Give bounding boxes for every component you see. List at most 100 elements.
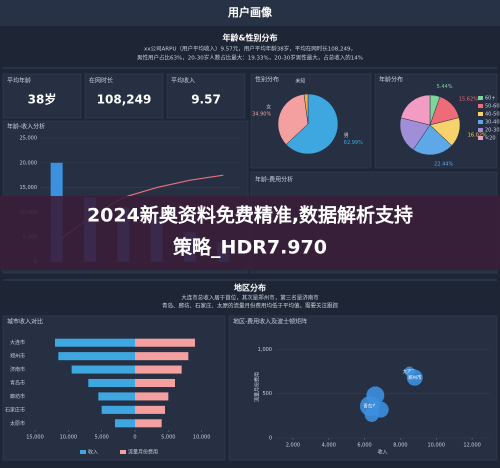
pie-slice xyxy=(277,93,309,145)
bar xyxy=(115,419,135,428)
kpi-card xyxy=(84,73,164,119)
bubble xyxy=(364,407,379,422)
overlay-band xyxy=(0,196,500,270)
legend-label: 60+ xyxy=(485,96,496,102)
x-tick-label: 2,000 xyxy=(286,443,300,449)
bar xyxy=(135,405,165,414)
value-label: 15.62% xyxy=(459,96,478,102)
legend-label: <20 xyxy=(485,136,496,142)
chart-title: 年龄分布 xyxy=(379,76,403,84)
kpi-label: 平均收入 xyxy=(171,77,195,85)
pie-slice xyxy=(285,93,339,155)
pie-slice xyxy=(412,124,453,156)
y-tick-label: 15,000 xyxy=(20,185,38,191)
point-label: 青岛市 xyxy=(363,403,377,410)
legend-swatch xyxy=(478,96,483,100)
legend-label: 流量月份费用 xyxy=(128,449,158,456)
bubble xyxy=(406,369,423,386)
legend-label: 20-30 xyxy=(485,128,500,134)
legend-label: 收入 xyxy=(88,449,98,456)
bar xyxy=(101,405,135,414)
header-bar xyxy=(0,0,500,26)
legend-swatch xyxy=(80,450,86,454)
category-label: 青岛市 xyxy=(10,380,25,387)
legend-label: 50-60 xyxy=(485,104,500,110)
category-label: 太原市 xyxy=(10,420,25,427)
value-label: 16.02% xyxy=(468,132,487,138)
point-label: 大连市 xyxy=(403,368,417,375)
kpi-label: 平均年龄 xyxy=(7,77,31,85)
pie-slice xyxy=(400,94,431,126)
slice-label: 未知 xyxy=(295,78,305,85)
bar xyxy=(135,365,182,374)
bar xyxy=(88,378,135,388)
y-axis-label: 流量月份费用 xyxy=(254,372,261,402)
bar xyxy=(135,378,175,388)
category-label: 大连市 xyxy=(10,339,25,346)
bar xyxy=(71,365,135,374)
bar xyxy=(135,392,169,401)
legend-swatch xyxy=(478,112,483,116)
value-label: 34.90% xyxy=(252,111,271,117)
bar xyxy=(98,392,135,401)
legend-swatch xyxy=(120,450,126,454)
x-tick-label: 0 xyxy=(133,435,136,441)
bar xyxy=(135,352,189,361)
category-label: 石家庄市 xyxy=(5,406,25,413)
x-tick-label: 5,000 xyxy=(161,435,175,441)
value-label: 62.99% xyxy=(344,140,363,146)
chart-title: 城市收入对比 xyxy=(7,318,43,326)
panel-title: 年龄-费用分析 xyxy=(255,176,293,184)
x-tick-label: 5,000 xyxy=(95,435,109,441)
legend-swatch xyxy=(478,120,483,124)
bar xyxy=(55,338,135,347)
page-title: 用户画像 xyxy=(228,5,273,19)
x-tick-label: 8,000 xyxy=(393,443,407,449)
kpi-label: 在网时长 xyxy=(89,77,113,85)
panel xyxy=(228,315,498,461)
value-label: 22.44% xyxy=(434,161,453,167)
x-axis-label: 收入 xyxy=(377,449,387,456)
y-tick-label: 1,000 xyxy=(258,347,272,353)
legend-swatch xyxy=(478,128,483,132)
chart-title: 年龄-收入分析 xyxy=(7,123,45,131)
kpi-value: 9.57 xyxy=(191,93,221,107)
slice-label: 女 xyxy=(266,103,271,110)
kpi-card xyxy=(2,73,82,119)
x-tick-label: 4,000 xyxy=(322,443,336,449)
kpi-value: 38岁 xyxy=(28,92,57,107)
kpi-value: 108,249 xyxy=(97,93,152,107)
section-text: 大连市总收入居于首位，其次是郑州市，第三名是济南市 xyxy=(181,294,319,302)
section-title: 地区分布 xyxy=(234,283,266,293)
overlay-text: 2024新奥资料免费精准,数据解析支持 xyxy=(87,204,413,227)
x-tick-label: 12,000 xyxy=(463,443,481,449)
category-label: 郑州市 xyxy=(10,353,25,360)
category-label: 廊坊市 xyxy=(10,393,25,400)
bar xyxy=(135,338,195,347)
overlay-text: 策略_HDR7.970 xyxy=(173,236,327,259)
section-title: 年龄&性别分布 xyxy=(223,33,278,43)
slice-label: 男 xyxy=(344,133,349,139)
x-tick-label: 10,000 xyxy=(428,443,446,449)
x-tick-label: 15,000 xyxy=(26,435,44,441)
section-text: 青岛、廊坊、石家庄、太原的流量月份费用均低于平均值，需要关注跟踪 xyxy=(162,302,339,310)
bar xyxy=(58,352,136,361)
legend-swatch xyxy=(478,104,483,108)
x-tick-label: 10,000 xyxy=(193,435,211,441)
legend-swatch xyxy=(478,136,483,140)
y-tick-label: 500 xyxy=(262,391,272,397)
section-text: xx公司ARPU（用户平均收入）9.57元，用户平均年龄38岁，平均在网时长10… xyxy=(144,45,356,53)
value-label: 5.44% xyxy=(437,84,453,90)
y-tick-label: 25,000 xyxy=(20,136,38,142)
pie-slice xyxy=(303,93,309,125)
point-label: 郑州市 xyxy=(408,374,422,381)
bar xyxy=(135,419,162,428)
kpi-card xyxy=(166,73,246,119)
category-label: 济南市 xyxy=(10,366,25,373)
x-tick-label: 10,000 xyxy=(60,435,78,441)
legend-label: 40-50 xyxy=(485,112,500,118)
legend-label: 30-40 xyxy=(485,120,500,126)
y-tick-label: 0 xyxy=(269,436,272,442)
